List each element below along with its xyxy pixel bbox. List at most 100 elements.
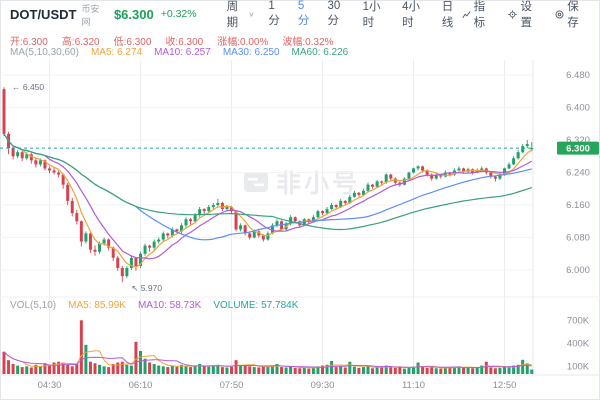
- volume-bar: [16, 365, 20, 374]
- ma-row: MA(5,10,30,60) MA5: 6.274 MA10: 6.257 MA…: [10, 47, 348, 58]
- candle-body: [371, 184, 375, 187]
- period-option-1d[interactable]: 日线: [441, 1, 454, 29]
- candle-body: [380, 181, 384, 183]
- volume-bar: [161, 366, 165, 374]
- candle-body: [484, 168, 488, 173]
- candle-body: [389, 174, 393, 179]
- candle-body: [284, 223, 288, 230]
- price-tick-label: 6.400: [566, 103, 590, 114]
- candle-body: [398, 182, 402, 185]
- time-tick-label: 07:50: [220, 380, 244, 391]
- volume-bar: [157, 365, 161, 374]
- last-price: $6.300: [113, 6, 154, 22]
- volume-bar: [316, 366, 320, 374]
- period-option-4h[interactable]: 4小时: [402, 1, 421, 29]
- watermark-logo-icon: [244, 172, 268, 192]
- volume-bar: [216, 364, 220, 374]
- candle-body: [384, 174, 388, 183]
- candle-body: [239, 225, 243, 230]
- volume-bar: [75, 364, 79, 374]
- candle-body: [266, 233, 270, 240]
- candle-body: [157, 239, 161, 242]
- candle-body: [311, 217, 315, 222]
- volume-bar: [452, 366, 456, 374]
- volume-bar: [275, 364, 279, 374]
- current-price-badge-text: 6.300: [566, 144, 590, 155]
- volume-bar: [143, 358, 147, 374]
- candle-body: [220, 202, 224, 210]
- ma-group-label: MA(5,10,30,60): [10, 47, 79, 58]
- candle-body: [139, 253, 142, 266]
- save-button[interactable]: 保存: [555, 0, 586, 30]
- candle-body: [512, 158, 516, 165]
- volume-ma-layer: [3, 350, 532, 369]
- candle-body: [11, 148, 15, 157]
- volume-tick-label: 400K: [567, 338, 590, 349]
- current-price-layer: 6.300: [0, 141, 599, 155]
- ohlc-close: 收:6.300: [165, 37, 204, 48]
- volume-bar: [302, 367, 306, 374]
- time-tick-label: 11:10: [402, 380, 425, 391]
- candle-body: [525, 144, 529, 147]
- candle-body: [343, 200, 347, 203]
- candle-body: [252, 231, 256, 238]
- period-dropdown[interactable]: 周期 ∨: [227, 0, 255, 30]
- watermark: 非小号: [243, 164, 360, 200]
- price-tick-label: 6.320: [566, 135, 590, 146]
- ma10-line: [3, 133, 533, 260]
- candle-body: [261, 235, 265, 240]
- volume-bar: [389, 367, 393, 374]
- volume-bar: [398, 366, 402, 374]
- candle-body: [38, 160, 42, 165]
- candle-body: [98, 243, 102, 252]
- volume-bar: [34, 364, 38, 374]
- volume-bar: [88, 361, 92, 374]
- volume-bar: [248, 366, 252, 374]
- volume-bar: [330, 360, 334, 374]
- volume-bar: [503, 367, 506, 374]
- ohlc-low: 低:6.300: [113, 37, 152, 48]
- candle-body: [466, 169, 470, 172]
- period-option-1m[interactable]: 1分: [268, 0, 280, 27]
- volume-bar: [225, 367, 229, 374]
- volume-ma10-line: [3, 351, 532, 369]
- indicator-button[interactable]: 指标: [462, 0, 493, 30]
- volume-bar: [434, 368, 438, 374]
- ma30-value: MA30: 6.250: [222, 47, 280, 58]
- period-option-1h[interactable]: 1小时: [362, 1, 381, 29]
- volume-bar: [211, 365, 215, 374]
- volume-bar: [352, 366, 356, 374]
- candle-body: [361, 190, 365, 195]
- candle-body: [70, 200, 74, 214]
- volume-bar: [202, 366, 206, 374]
- volume-bar: [339, 366, 343, 374]
- volume-bar: [52, 362, 56, 374]
- candle-body: [143, 245, 147, 254]
- period-option-5m[interactable]: 5分: [297, 0, 310, 27]
- volume-bar: [521, 359, 525, 374]
- candle-body: [75, 213, 79, 222]
- ma60-line: [3, 133, 532, 231]
- volume-bar: [116, 362, 120, 374]
- time-tick-label: 09:30: [311, 380, 335, 391]
- vol-ma10-value: MA10: 58.73K: [137, 300, 202, 311]
- current-price-badge: [557, 141, 599, 155]
- period-option-30m[interactable]: 30分: [327, 0, 341, 27]
- candle-body: [43, 160, 47, 169]
- volume-bar: [111, 364, 115, 374]
- volume-bar: [439, 368, 443, 374]
- ma5-line: [3, 133, 533, 268]
- volume-bar: [407, 367, 411, 374]
- candle-body: [79, 221, 83, 242]
- candle-body: [48, 168, 51, 171]
- candle-body: [129, 257, 133, 268]
- volume-bar: [134, 341, 138, 374]
- settings-button[interactable]: 设置: [508, 0, 539, 30]
- candle-body: [316, 211, 320, 218]
- volume-bar: [484, 361, 488, 374]
- candle-body: [120, 267, 124, 277]
- volume-bar: [175, 366, 179, 374]
- candle-body: [493, 176, 497, 179]
- volume-bar: [466, 367, 470, 374]
